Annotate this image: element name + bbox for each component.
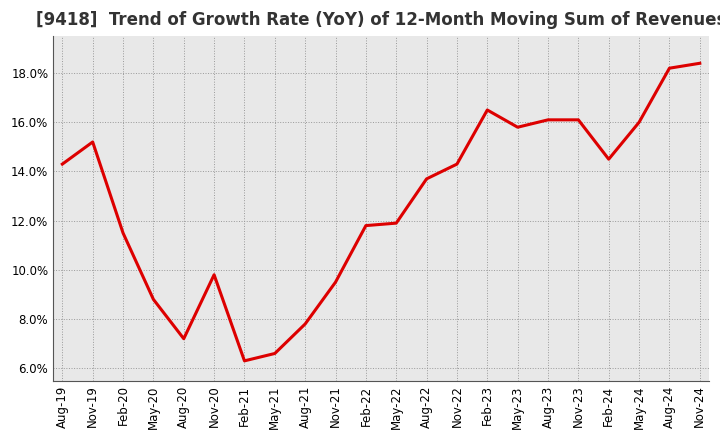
Title: [9418]  Trend of Growth Rate (YoY) of 12-Month Moving Sum of Revenues: [9418] Trend of Growth Rate (YoY) of 12-… [36, 11, 720, 29]
